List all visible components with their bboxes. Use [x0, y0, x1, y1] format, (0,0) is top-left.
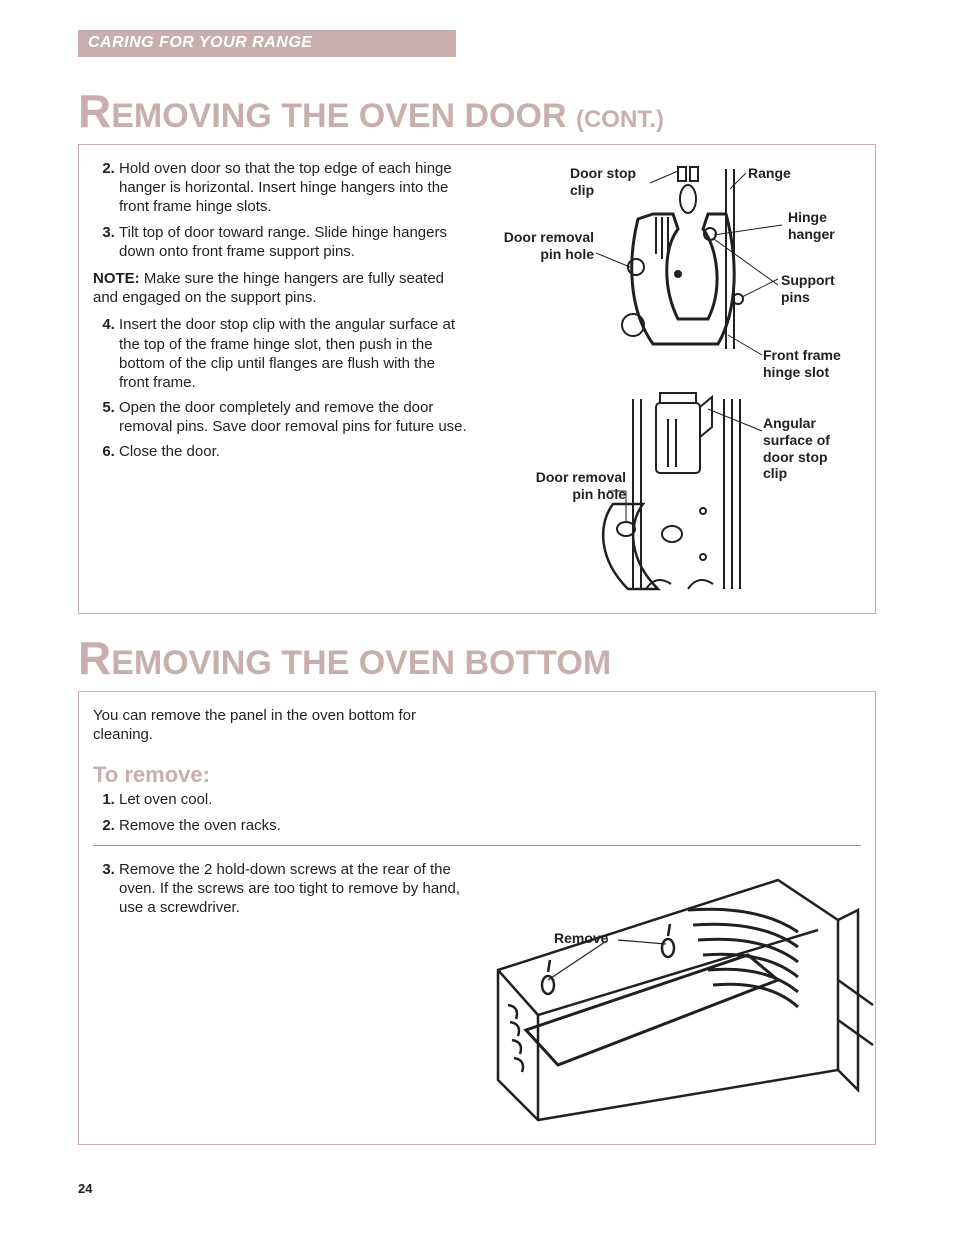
step-item: Open the door completely and remove the …	[119, 398, 468, 436]
label-remove: Remove	[554, 930, 608, 947]
section1-steps-b: Insert the door stop clip with the angul…	[93, 315, 468, 461]
separator	[93, 845, 861, 846]
oven-bottom-diagram: Remove	[478, 860, 878, 1130]
step-item: Close the door.	[119, 442, 468, 461]
section2-intro: You can remove the panel in the oven bot…	[93, 706, 453, 744]
section2-text-column: Remove the 2 hold-down screws at the rea…	[93, 860, 468, 1130]
step-item: Hold oven door so that the top edge of e…	[119, 159, 468, 217]
title-cap: R	[78, 632, 111, 684]
hinge-top-svg	[478, 159, 868, 389]
section2-figure-column: Remove	[478, 860, 878, 1130]
section1-figure-column: Door stop clip Range Hinge hanger Door r…	[478, 159, 861, 599]
hinge-bottom-svg	[478, 389, 868, 599]
section1-box: Hold oven door so that the top edge of e…	[78, 144, 876, 614]
title-suffix: (CONT.)	[576, 106, 664, 133]
page: CARING FOR YOUR RANGE REMOVING THE OVEN …	[0, 0, 954, 1216]
step-item: Tilt top of door toward range. Slide hin…	[119, 223, 468, 261]
section2-steps-b: Remove the 2 hold-down screws at the rea…	[93, 860, 468, 918]
step-item: Remove the oven racks.	[119, 816, 453, 835]
section2-box: You can remove the panel in the oven bot…	[78, 691, 876, 1145]
section2-title: REMOVING THE OVEN BOTTOM	[78, 644, 876, 683]
note-label: NOTE:	[93, 270, 140, 287]
step-item: Let oven cool.	[119, 790, 453, 809]
step-item: Insert the door stop clip with the angul…	[119, 315, 468, 392]
section-banner: CARING FOR YOUR RANGE	[78, 30, 456, 57]
title-cap: R	[78, 85, 111, 137]
page-number: 24	[78, 1181, 876, 1196]
section1-text-column: Hold oven door so that the top edge of e…	[93, 159, 468, 599]
section2-steps-a: Let oven cool. Remove the oven racks.	[93, 790, 453, 834]
section1-steps-a: Hold oven door so that the top edge of e…	[93, 159, 468, 261]
oven-bottom-svg	[478, 860, 878, 1130]
section1-title: REMOVING THE OVEN DOOR (CONT.)	[78, 97, 876, 136]
title-rest: EMOVING THE OVEN BOTTOM	[111, 644, 611, 682]
title-rest: EMOVING THE OVEN DOOR	[111, 97, 576, 135]
hinge-diagram: Door stop clip Range Hinge hanger Door r…	[478, 159, 861, 599]
section2-subhead: To remove:	[93, 762, 453, 788]
step-item: Remove the 2 hold-down screws at the rea…	[119, 860, 468, 918]
note: NOTE: Make sure the hinge hangers are fu…	[93, 269, 468, 307]
note-text: Make sure the hinge hangers are fully se…	[93, 270, 444, 306]
